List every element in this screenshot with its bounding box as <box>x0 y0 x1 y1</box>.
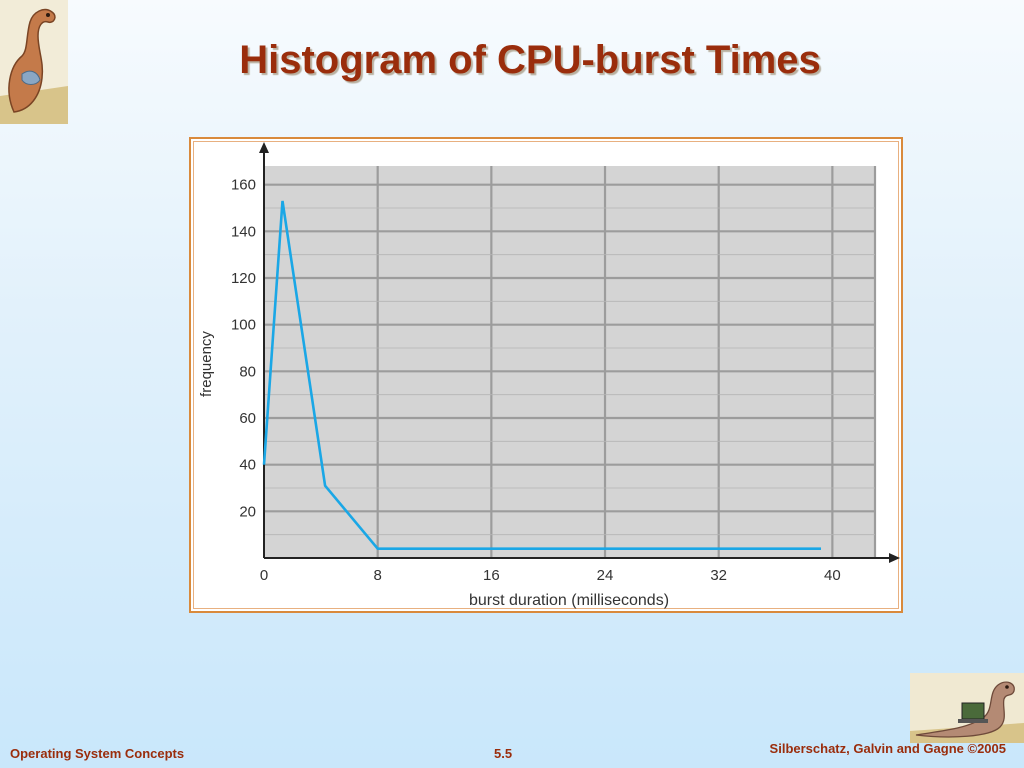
y-tick-label: 60 <box>239 410 256 427</box>
footer-copyright: Silberschatz, Galvin and Gagne ©2005 <box>769 741 1006 756</box>
x-tick-label: 24 <box>597 567 614 584</box>
y-tick-labels: 20 40 60 80 100 120 140 160 <box>231 177 256 521</box>
axes <box>259 142 900 563</box>
x-axis-arrow-icon <box>889 553 900 563</box>
plot-area <box>264 166 875 558</box>
y-tick-label: 20 <box>239 503 256 520</box>
x-tick-labels: 0 8 16 24 32 40 <box>260 567 841 584</box>
y-tick-label: 80 <box>239 363 256 380</box>
y-tick-label: 160 <box>231 177 256 194</box>
x-tick-label: 16 <box>483 567 500 584</box>
slide-title: Histogram of CPU-burst Times <box>239 38 821 82</box>
x-tick-label: 40 <box>824 567 841 584</box>
histogram-chart: 20 40 60 80 100 120 140 160 0 8 16 24 32 40 frequenc… <box>198 142 900 609</box>
y-axis-arrow-icon <box>259 142 269 153</box>
x-axis-label: burst duration (milliseconds) <box>469 592 669 609</box>
dinosaur-logo-icon <box>0 0 68 124</box>
y-tick-label: 100 <box>231 317 256 334</box>
chart-frame: 20 40 60 80 100 120 140 160 0 8 16 24 32 40 frequenc… <box>189 137 903 613</box>
x-tick-label: 8 <box>374 567 382 584</box>
y-axis-label: frequency <box>198 331 215 397</box>
grid-lines <box>264 166 877 558</box>
footer-page-number: 5.5 <box>494 746 513 761</box>
y-tick-label: 120 <box>231 270 256 287</box>
x-tick-label: 0 <box>260 567 268 584</box>
x-tick-label: 32 <box>710 567 727 584</box>
dinosaur-laptop-logo-icon <box>910 673 1024 743</box>
y-tick-label: 40 <box>239 457 256 474</box>
y-tick-label: 140 <box>231 223 256 240</box>
footer-course-title: Operating System Concepts <box>10 746 185 761</box>
